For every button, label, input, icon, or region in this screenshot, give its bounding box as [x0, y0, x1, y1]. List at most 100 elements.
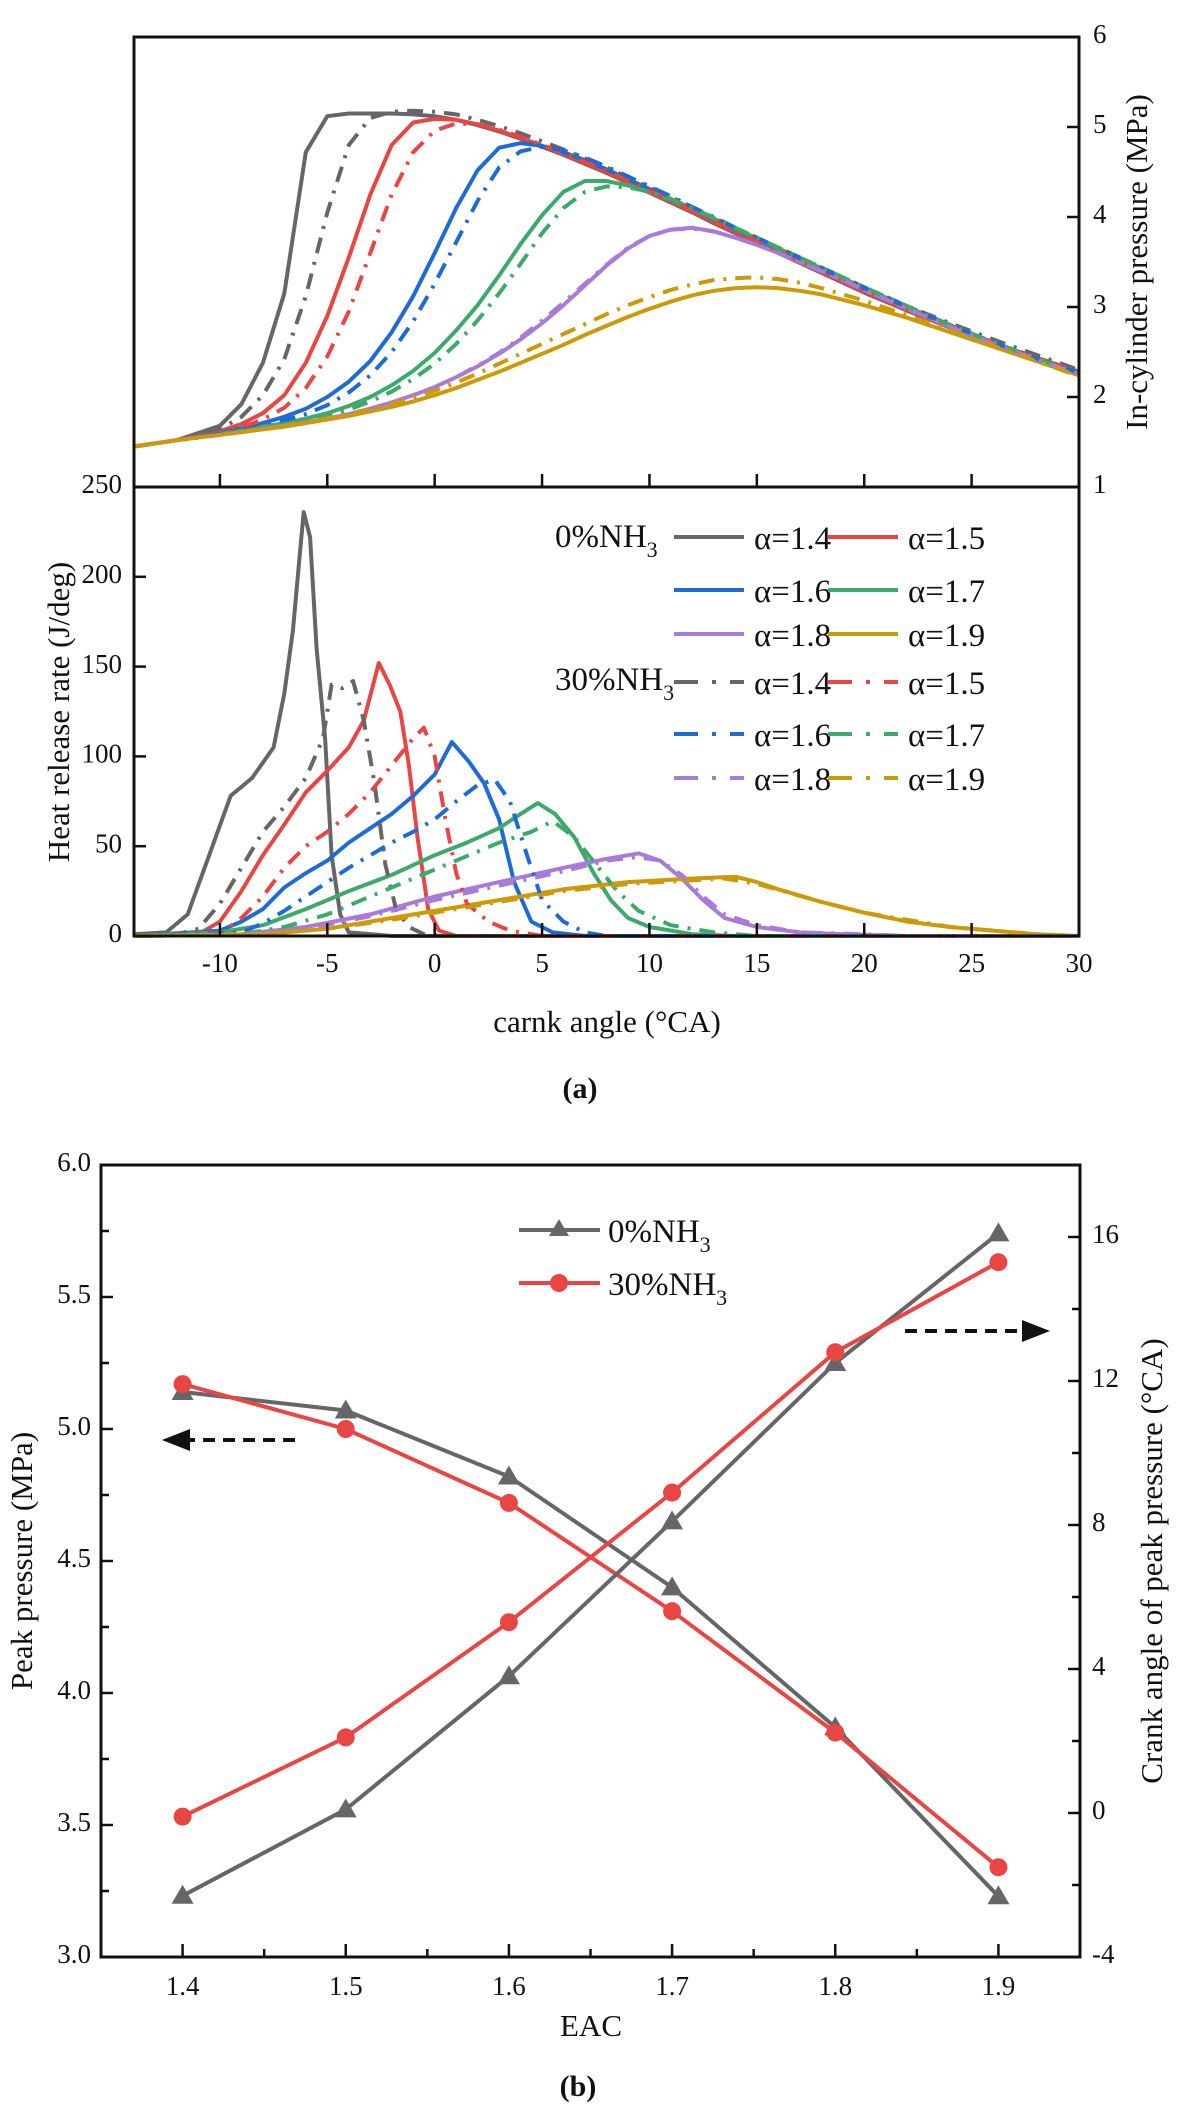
panel-a-label: (a): [563, 1072, 598, 1105]
crank-angle-y2-tick-label: 16: [1092, 1219, 1119, 1249]
circle-marker: [499, 1613, 518, 1632]
pressure-y-ticks: 1 2 3 4 5 6: [1067, 19, 1107, 499]
peak-pressure-left-ticks: 3.0 3.5 4.0 4.5 5.0 5.5 6.0: [57, 1147, 113, 1969]
crank-angle-y2-tick-label: 8: [1092, 1507, 1106, 1537]
circle-marker: [499, 1493, 518, 1512]
hrr-series-group: [133, 510, 1080, 938]
pressure-series-group: [133, 108, 1080, 449]
peak-pressure-legend: 0%NH3 30%NH3: [519, 1214, 727, 1310]
hrr-y-tick-label: 150: [82, 649, 123, 679]
hrr-line-2: [133, 740, 1079, 938]
eac-x-tick-label: 1.6: [492, 1971, 526, 2001]
legend-entry-label: α=1.8: [754, 762, 831, 798]
circle-marker: [826, 1723, 845, 1742]
peak-pressure-y-tick-label: 5.0: [57, 1411, 91, 1441]
legend-entry-label: α=1.8: [754, 618, 831, 654]
circle-marker: [336, 1728, 355, 1747]
crank-angle-y2-tick-label: -4: [1092, 1939, 1115, 1969]
crank-angle-y2-axis-label: Crank angle of peak pressure (°CA): [1134, 1338, 1169, 1783]
peak-series-line-3: [181, 1260, 1000, 1819]
panel-b-label: (b): [560, 2070, 597, 2103]
crank-angle-y2-tick-label: 12: [1092, 1363, 1119, 1393]
legend-entry-label: α=1.6: [754, 718, 831, 754]
hrr-x-tick-label: -5: [316, 948, 339, 978]
left-axis-arrow: [162, 1429, 295, 1451]
hrr-line-10: [133, 855, 1079, 938]
triangle-marker: [171, 1884, 194, 1904]
pressure-line-6: [133, 108, 1080, 449]
hrr-line-7: [133, 725, 1079, 938]
peak-pressure-y-tick-label: 6.0: [57, 1147, 91, 1177]
legend-entry-label: α=1.5: [908, 521, 985, 557]
eac-x-axis-label: EAC: [560, 2008, 622, 2043]
pressure-y-tick-label: 5: [1093, 109, 1107, 139]
pressure-line-5: [133, 285, 1080, 449]
eac-x-tick-label: 1.8: [818, 1971, 852, 2001]
legend-group-30-label: 30%NH3: [555, 662, 674, 705]
eac-x-tick-label: 1.4: [166, 1971, 200, 2001]
hrr-line-11: [133, 876, 1080, 938]
hrr-y-tick-label: 0: [109, 918, 123, 948]
peak-series-line-2: [181, 1231, 1000, 1898]
legend-entry-label: α=1.4: [754, 521, 831, 557]
peak-pressure-x-ticks: 1.4 1.5 1.6 1.7 1.8 1.9: [99, 1944, 1082, 2001]
triangle-marker: [661, 1510, 684, 1530]
hrr-x-tick-label: 25: [958, 948, 985, 978]
circle-marker: [989, 1858, 1008, 1877]
pressure-y-tick-label: 4: [1093, 199, 1107, 229]
eac-x-tick-label: 1.7: [655, 1971, 689, 2001]
hrr-x-tick-label: 5: [535, 948, 549, 978]
legend-circle-marker: [550, 1274, 568, 1292]
hrr-x-tick-label: 30: [1066, 948, 1093, 978]
circle-marker: [663, 1483, 682, 1502]
legend-group-0-label: 0%NH3: [555, 519, 658, 562]
hrr-plot: 0 50 100 150 200 250 -10 -5 0 5 10 15 20 25 30 Heat r…: [41, 469, 1092, 1039]
triangle-marker: [497, 1465, 520, 1485]
triangle-marker: [334, 1399, 357, 1419]
circle-marker: [989, 1253, 1008, 1272]
pressure-line-10: [133, 226, 1080, 449]
circle-marker: [826, 1343, 845, 1362]
pressure-line-11: [133, 275, 1080, 449]
eac-x-tick-label: 1.9: [982, 1971, 1016, 2001]
hrr-y-tick-label: 200: [82, 559, 123, 589]
legend-triangle-marker: [549, 1219, 569, 1236]
hrr-y-tick-label: 100: [82, 739, 123, 769]
legend-entry-label: α=1.7: [908, 718, 985, 754]
crank-angle-y2-tick-label: 0: [1092, 1795, 1106, 1825]
hrr-y-tick-label: 250: [82, 469, 123, 499]
hrr-legend: 0%NH3 30%NH3 α=1.4 α=1.5 α=1.6 α=1.7 α=1.8 α=…: [555, 519, 985, 798]
hrr-line-5: [133, 874, 1080, 938]
peak-series-line-0: [182, 1390, 1000, 1898]
hrr-line-8: [133, 777, 1079, 938]
crank-angle-y2-tick-label: 4: [1092, 1651, 1106, 1681]
peak-pressure-y-tick-label: 3.5: [57, 1807, 91, 1837]
triangle-marker: [824, 1352, 847, 1371]
peak-pressure-right-ticks: -4 0 4 8 12 16: [1068, 1163, 1119, 1969]
hrr-x-tick-label: 0: [428, 948, 442, 978]
pressure-y-axis-label: In-cylinder pressure (MPa): [1119, 94, 1154, 430]
right-axis-arrow: [905, 1320, 1050, 1342]
legend-entry-label: α=1.7: [908, 574, 985, 610]
pressure-y-tick-label: 3: [1093, 289, 1107, 319]
hrr-x-ticks: -10 -5 0 5 10 15 20 25 30: [202, 923, 1093, 978]
hrr-y-axis-label: Heat release rate (J/deg): [41, 562, 76, 862]
circle-marker: [663, 1602, 682, 1621]
pressure-line-7: [133, 121, 1080, 449]
pressure-x-ticks: [218, 474, 973, 487]
triangle-marker: [987, 1885, 1010, 1905]
peak-pressure-y-tick-label: 4.5: [57, 1543, 91, 1573]
pressure-y-tick-label: 1: [1093, 469, 1107, 499]
triangle-marker: [661, 1576, 684, 1596]
circle-marker: [173, 1807, 192, 1826]
hrr-y-ticks: 0 50 100 150 200 250: [82, 469, 146, 948]
peak-pressure-y-axis-label: Peak pressure (MPa): [4, 1432, 39, 1690]
hrr-x-axis-label: carnk angle (°CA): [493, 1004, 721, 1039]
peak-series-line-1: [182, 1382, 1000, 1869]
legend-30-nh3: 30%NH3: [608, 1267, 727, 1310]
circle-marker: [336, 1420, 355, 1438]
hrr-y-tick-label: 50: [95, 828, 122, 858]
pressure-line-4: [133, 225, 1080, 449]
